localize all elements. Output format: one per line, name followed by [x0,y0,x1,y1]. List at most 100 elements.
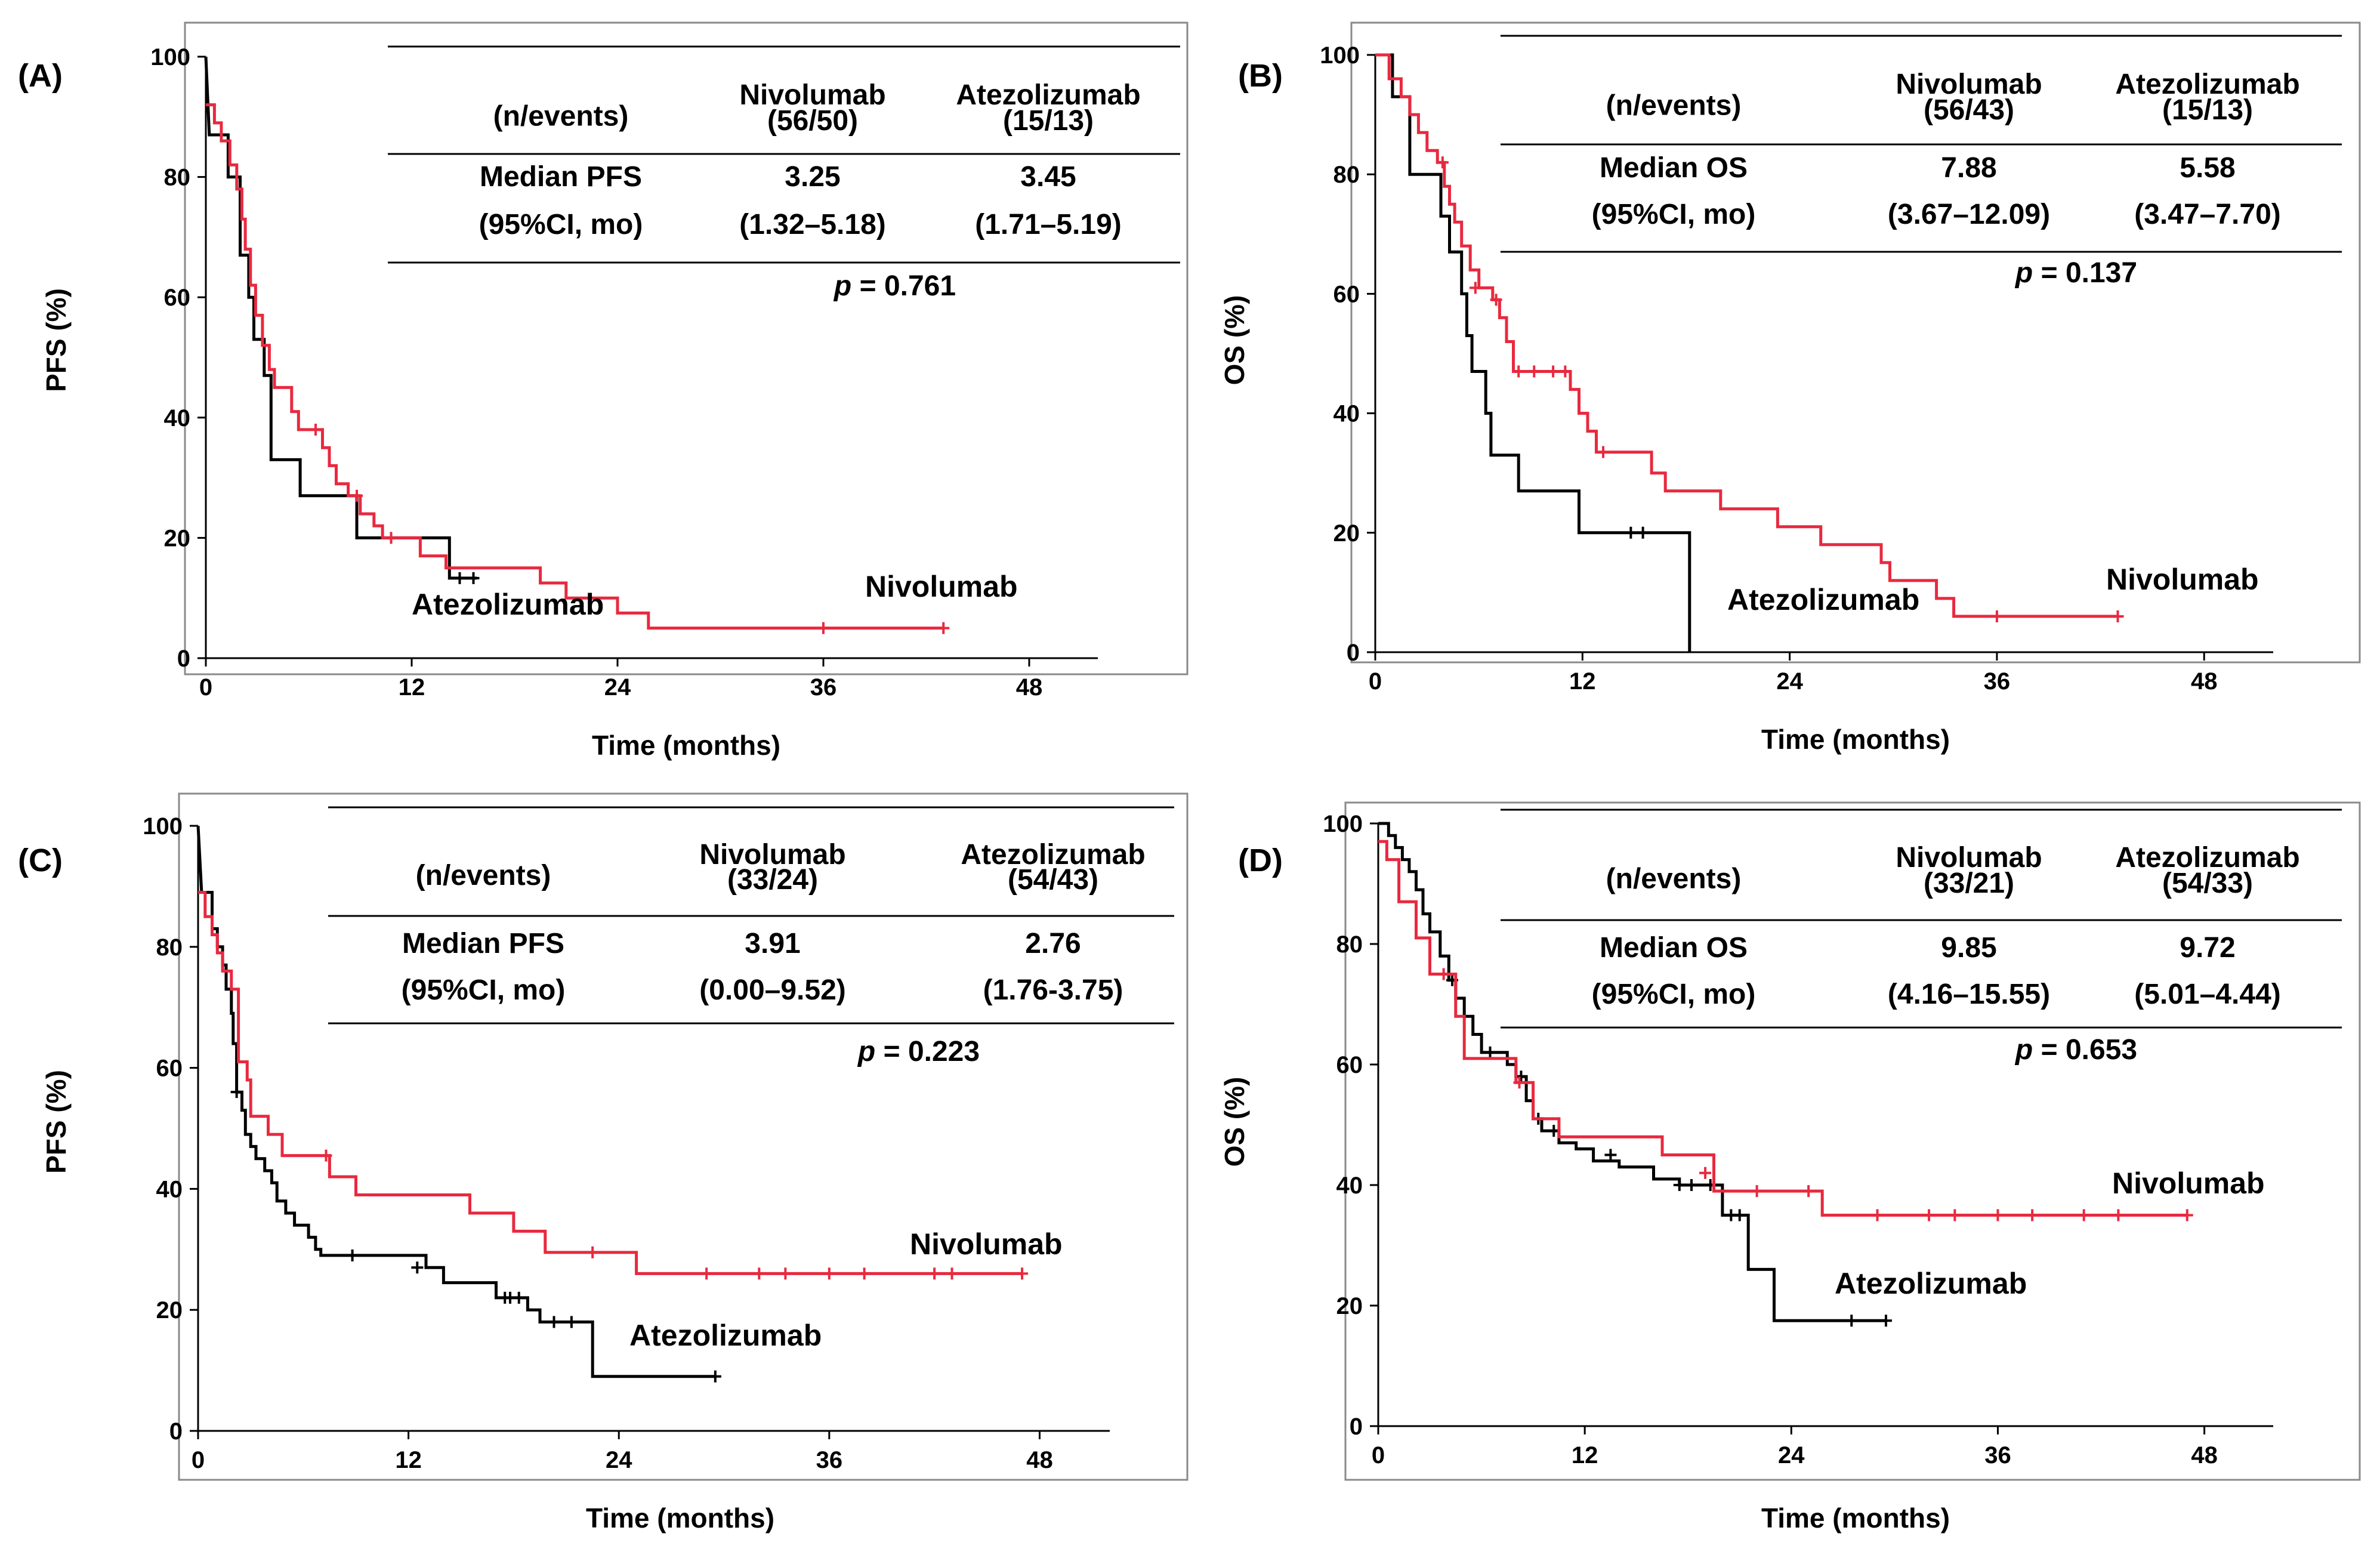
p-value-text: p = 0.223 [857,1036,980,1067]
table-header-n-events: (n/events) [416,860,551,891]
series-label-atezolizumab: Atezolizumab [629,1319,822,1352]
x-tick-label: 24 [1776,668,1803,695]
table-header-atezolizumab-line-2: (54/43) [1008,864,1098,896]
censor-mark-nivolumab [817,622,829,634]
y-tick-label: 80 [1336,931,1363,958]
y-tick-label: 60 [164,285,191,311]
censor-mark-nivolumab [858,1267,870,1280]
censor-mark-atezolizumab [1673,1179,1686,1191]
table-value-atezolizumab-line-2: (1.76-3.75) [983,974,1123,1006]
panel-label: (C) [18,843,63,878]
censor-mark-nivolumab [928,1267,941,1280]
censor-mark-atezolizumab [1484,1046,1496,1059]
censor-mark-nivolumab [351,489,363,502]
table-row-label-line-2: (95%CI, mo) [402,974,566,1006]
panel-label: (B) [1238,58,1283,94]
censor-mark-atezolizumab [1604,1149,1617,1161]
censor-mark-nivolumab [753,1267,765,1280]
panel-d: (D) 0 20 40 60 80 100 0 12 24 36 48 Time (months) OS … [1219,801,2361,1534]
censor-mark-nivolumab [1923,1209,1936,1221]
censor-mark-nivolumab [1437,968,1450,980]
curve-nivolumab [1378,840,2187,1217]
censor-mark-nivolumab [1513,1076,1526,1089]
y-tick-label: 60 [1333,281,1360,307]
censor-mark-atezolizumab [513,1291,525,1304]
y-tick-label: 20 [156,1297,183,1323]
p-value-text: p = 0.137 [2014,257,2137,289]
censor-mark-nivolumab [1559,365,1572,378]
x-axis-label: Time (months) [592,730,780,761]
table-value-atezolizumab-line-1: 2.76 [1025,928,1081,959]
series-label-nivolumab: Nivolumab [865,570,1018,603]
table-row-label-line-2: (95%CI, mo) [479,209,643,240]
censor-mark-nivolumab [310,423,322,436]
y-tick-label: 100 [1320,42,1360,69]
panel-frame [1350,21,2361,664]
censor-mark-atezolizumab [411,1261,424,1274]
table-row-label-line-1: Median OS [1600,152,1748,184]
x-tick-label: 0 [1372,1442,1385,1468]
censor-mark-nivolumab [2112,610,2124,622]
censor-mark-nivolumab [1528,365,1541,378]
curve-atezolizumab [1375,53,1691,652]
x-tick-label: 24 [606,1447,632,1473]
censor-mark-atezolizumab [467,572,480,584]
x-tick-label: 36 [810,674,837,701]
table-value-atezolizumab-line-1: 9.72 [2180,932,2235,964]
panel-frame [184,21,1189,675]
y-tick-label: 100 [1323,811,1363,837]
table-header-n-events: (n/events) [1606,90,1742,122]
x-tick-label: 36 [816,1447,843,1473]
series-label-nivolumab: Nivolumab [910,1227,1063,1261]
table-header-atezolizumab-line-2: (15/13) [1003,105,1094,137]
y-tick-label: 0 [1350,1414,1363,1440]
table-header-nivolumab-line-1: Nivolumab [1896,69,2042,100]
table-header-atezolizumab-line-1: Atezolizumab [2115,69,2299,100]
p-value-text: p = 0.653 [2014,1034,2137,1066]
censor-mark-nivolumab [1949,1209,1961,1221]
y-axis-label: PFS (%) [41,1070,72,1174]
table-value-atezolizumab-line-2: (1.71–5.19) [975,209,1122,240]
p-value: = 0.653 [2033,1034,2137,1066]
table-header-nivolumab-line-1: Nivolumab [699,839,845,871]
censor-mark-nivolumab [946,1267,958,1280]
table-row-label-line-1: Median PFS [480,161,642,193]
table-header-nivolumab-line-1: Nivolumab [1896,842,2042,874]
y-tick-label: 100 [143,813,183,840]
table-header-nivolumab-line-2: (33/21) [1924,868,2014,899]
p-symbol: p [2014,257,2033,289]
y-tick-label: 60 [156,1056,183,1082]
y-tick-label: 40 [1336,1173,1363,1199]
censor-mark-atezolizumab [1845,1315,1858,1327]
x-tick-label: 24 [604,674,631,701]
curve-atezolizumab [196,825,715,1378]
censor-mark-nivolumab [1699,1167,1712,1179]
censor-mark-nivolumab [2078,1209,2090,1221]
censor-mark-atezolizumab [1733,1209,1746,1221]
panel-frame [1344,801,2361,1481]
table-header-nivolumab-line-2: (56/43) [1924,94,2014,126]
table-header-atezolizumab-line-1: Atezolizumab [956,79,1140,111]
censor-mark-atezolizumab [709,1370,721,1383]
x-tick-label: 12 [1572,1442,1598,1468]
x-tick-label: 48 [2191,1442,2218,1468]
censor-mark-atezolizumab [1637,526,1649,539]
panel-b: (B) 0 20 40 60 80 100 0 12 24 36 48 Time (months) OS … [1219,21,2361,755]
series-label-atezolizumab: Atezolizumab [1727,583,1919,616]
table-row-label-line-1: Median PFS [402,928,564,959]
series-label-atezolizumab: Atezolizumab [1835,1267,2027,1300]
censor-mark-nivolumab [1597,446,1610,458]
table-value-nivolumab-line-1: 3.91 [745,928,800,959]
table-header-atezolizumab-line-1: Atezolizumab [2115,842,2299,874]
panel-label: (A) [18,58,63,94]
table-header-atezolizumab-line-1: Atezolizumab [961,839,1145,871]
table-header-nivolumab-line-2: (56/50) [767,105,858,137]
table-value-atezolizumab-line-1: 3.45 [1020,161,1076,193]
x-tick-label: 48 [2191,668,2218,695]
table-value-atezolizumab-line-1: 5.58 [2180,152,2235,184]
y-tick-label: 20 [1336,1293,1363,1319]
panel-a: (A) 0 20 40 60 80 100 0 12 24 36 48 Time (months) PFS… [18,21,1189,761]
censor-mark-atezolizumab [230,1086,243,1099]
panel-c: (C) 0 20 40 60 80 100 0 12 24 36 48 Time (months) PFS… [18,792,1189,1534]
